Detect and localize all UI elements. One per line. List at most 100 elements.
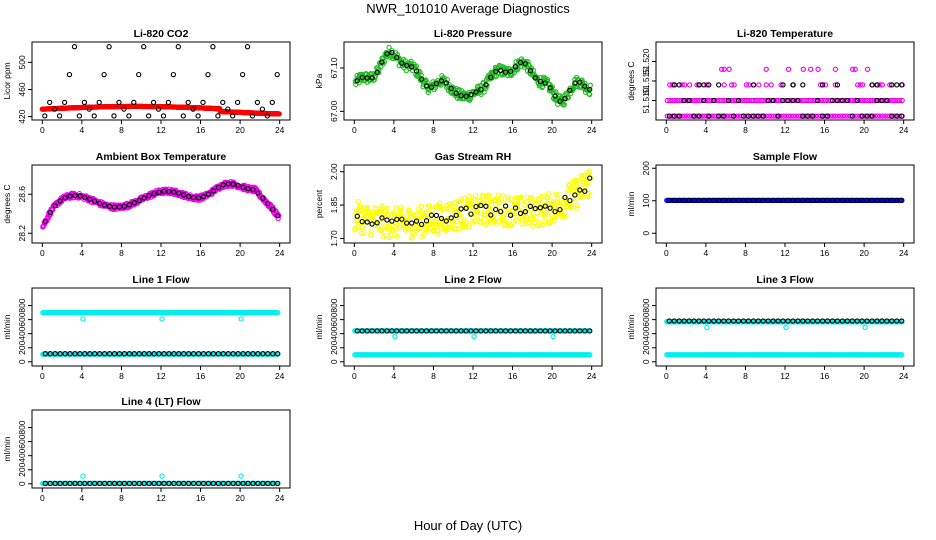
data-point — [537, 205, 543, 211]
data-point — [852, 97, 858, 104]
data-point — [664, 97, 670, 104]
y-tick-label: 51.515 — [641, 68, 651, 94]
data-point — [136, 197, 142, 204]
data-point — [830, 113, 836, 119]
y-tick-label: 400 — [17, 326, 27, 340]
plot-frame — [655, 164, 915, 244]
data-point — [396, 217, 402, 223]
x-tick-label: 4 — [392, 371, 397, 381]
data-point — [565, 94, 571, 101]
data-point — [770, 197, 776, 204]
data-point — [364, 75, 370, 81]
data-point — [505, 197, 511, 203]
x-tick-label: 12 — [156, 248, 166, 258]
y-axis-label: degrees C — [2, 184, 12, 223]
panel-title: Sample Flow — [753, 151, 818, 163]
data-point — [780, 82, 786, 88]
data-point — [275, 213, 281, 219]
y-tick-label: 200 — [641, 161, 651, 175]
data-point — [716, 113, 722, 119]
data-point — [709, 113, 715, 119]
data-point — [502, 200, 509, 206]
panel-title: Li-820 Pressure — [434, 28, 512, 40]
data-point — [716, 97, 722, 104]
data-point — [572, 80, 578, 86]
data-point — [839, 97, 846, 104]
data-point — [407, 210, 413, 217]
data-point — [473, 203, 479, 210]
data-point — [800, 97, 806, 104]
data-point — [581, 172, 587, 178]
data-point — [111, 204, 118, 210]
data-point — [839, 197, 846, 204]
data-point — [235, 182, 241, 189]
data-point — [842, 97, 848, 104]
x-tick-label: 24 — [587, 371, 597, 381]
data-point — [542, 203, 548, 209]
data-point — [696, 197, 702, 204]
data-point — [679, 82, 685, 88]
x-tick-label: 8 — [743, 125, 748, 135]
data-point — [408, 58, 414, 64]
data-point — [374, 220, 380, 226]
data-point — [395, 54, 402, 61]
data-point — [676, 113, 682, 119]
data-point — [533, 214, 539, 220]
panel-rh: Gas Stream RH percent 0 4 8 12 16 20 24 1.70 1.85 2… — [314, 151, 603, 258]
data-point — [882, 113, 888, 119]
data-point — [756, 97, 762, 104]
x-tick-label: 20 — [547, 371, 557, 381]
y-tick-label: 1.70 — [329, 230, 339, 247]
data-point — [482, 212, 488, 218]
data-point — [778, 97, 784, 104]
data-point — [730, 197, 737, 204]
panel-title: Line 2 Flow — [444, 274, 502, 286]
data-point — [386, 44, 392, 51]
x-tick-label: 0 — [664, 248, 669, 258]
data-point — [819, 197, 826, 204]
data-point — [518, 194, 525, 200]
data-point — [488, 212, 494, 218]
data-point — [882, 97, 888, 104]
data-point — [91, 113, 97, 119]
data-point — [413, 218, 420, 224]
data-point — [862, 97, 868, 104]
data-point — [768, 113, 774, 119]
y-tick-label: 0 — [329, 359, 339, 364]
x-tick-label: 8 — [431, 371, 436, 381]
data-point — [472, 218, 478, 224]
data-point — [151, 191, 157, 197]
data-point — [121, 203, 128, 209]
data-point — [753, 97, 759, 104]
data-point — [493, 221, 499, 227]
x-tick-label: 12 — [780, 248, 790, 258]
data-point — [689, 113, 695, 119]
data-point — [488, 74, 494, 81]
data-point — [453, 90, 459, 96]
data-point — [379, 59, 385, 65]
x-tick-label: 24 — [899, 248, 909, 258]
y-tick-label: 28.2 — [17, 225, 27, 242]
x-tick-label: 12 — [468, 371, 478, 381]
data-point — [275, 215, 281, 222]
data-point — [249, 113, 256, 119]
data-point — [867, 113, 873, 119]
data-point — [822, 97, 829, 104]
data-point — [210, 188, 217, 194]
data-point — [854, 197, 860, 204]
panel-title: Line 4 (LT) Flow — [121, 396, 201, 408]
data-point — [136, 71, 142, 78]
data-point — [897, 113, 903, 119]
data-point — [542, 80, 548, 86]
data-point — [701, 82, 707, 88]
x-tick-label: 0 — [664, 371, 669, 381]
data-point — [274, 71, 280, 78]
x-tick-label: 0 — [664, 125, 669, 135]
data-point — [758, 113, 764, 119]
data-point — [728, 113, 735, 119]
data-point — [493, 68, 499, 75]
data-point — [857, 113, 863, 119]
data-point — [181, 192, 187, 198]
data-point — [775, 197, 781, 204]
data-point — [131, 99, 137, 106]
